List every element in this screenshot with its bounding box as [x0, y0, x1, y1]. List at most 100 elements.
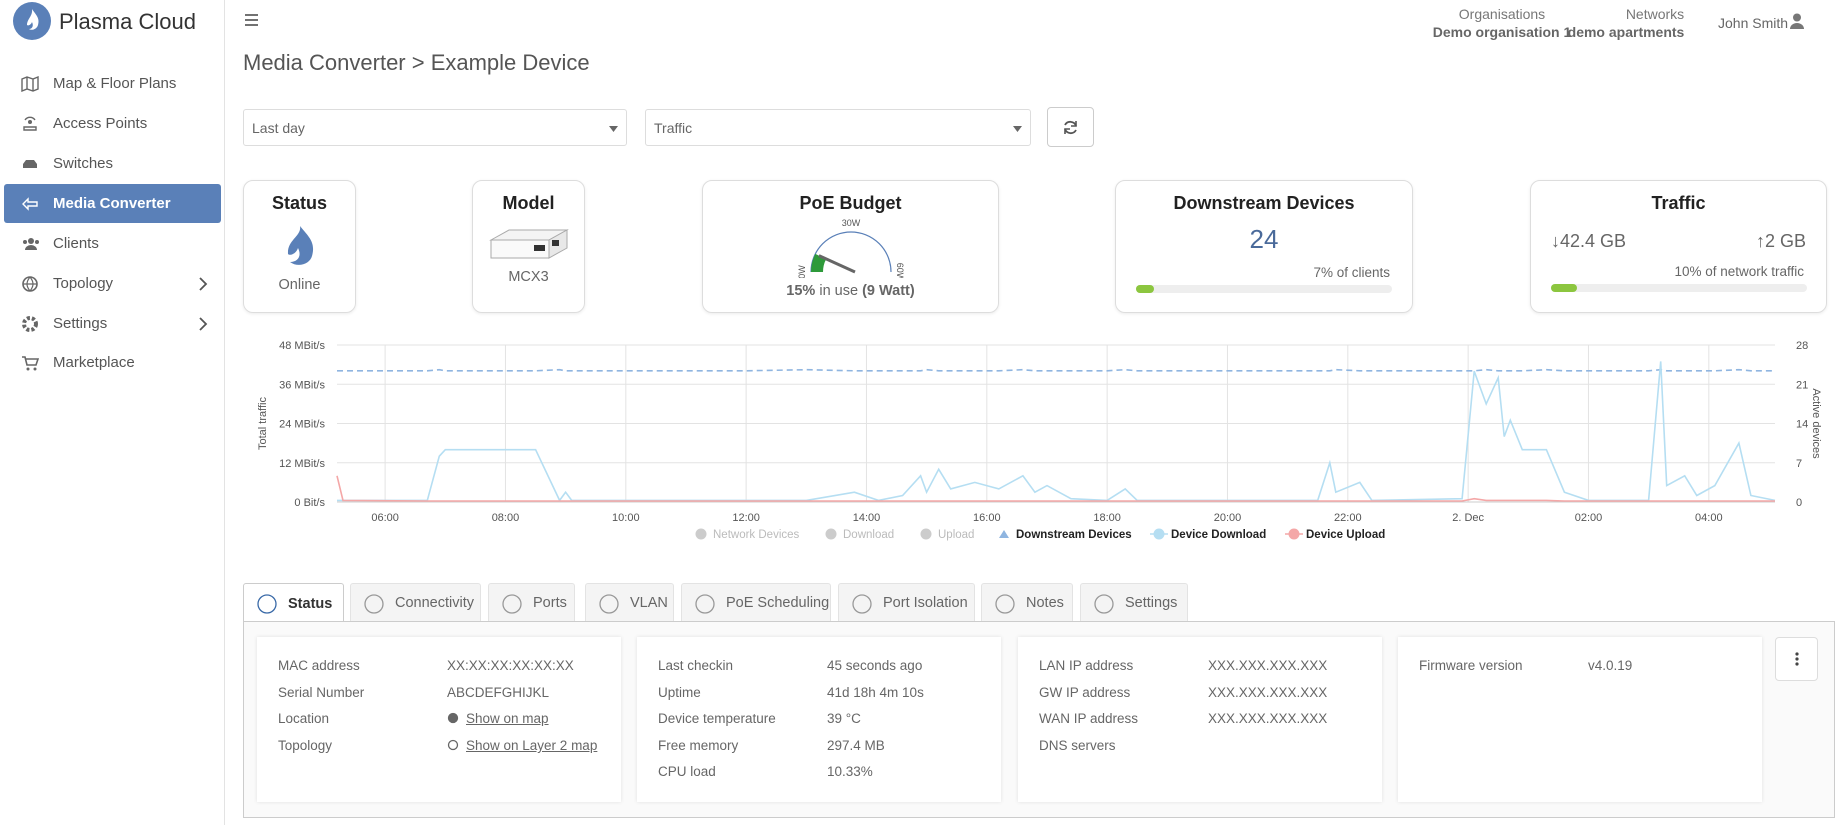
tab[interactable]: VLAN [585, 583, 674, 622]
link-icon [447, 739, 459, 751]
tab-label: Notes [1026, 595, 1064, 611]
nav-label: Marketplace [53, 354, 135, 371]
legend-label: Upload [938, 529, 974, 541]
detail-value: XXX.XXX.XXX.XXX [1208, 658, 1328, 673]
traffic-up-value: 2 GB [1764, 231, 1806, 251]
traffic-down: ↓42.4 GB [1551, 231, 1627, 251]
more-menu[interactable] [1775, 637, 1818, 681]
poe-text: in use [819, 283, 859, 299]
detail-value: XXX.XXX.XXX.XXX [1208, 711, 1328, 726]
detail-label: Device temperature [658, 711, 776, 726]
gauge-label: 0W [797, 265, 807, 278]
detail-card: Last checkin 45 seconds ago Uptime 41d 18h … [637, 637, 1001, 802]
link-icon-shape [447, 712, 459, 724]
tab-icon-shape [599, 594, 619, 614]
nav-label: Clients [53, 235, 99, 252]
traffic-down-value: 42.4 GB [1560, 231, 1627, 251]
detail-value: XX:XX:XX:XX:XX:XX [447, 658, 574, 673]
logo [13, 2, 51, 40]
org-label: Organisations [1458, 6, 1546, 22]
y2-tick-label: 14 [1796, 419, 1808, 431]
traffic-card: Traffic ↓42.4 GB ↑2 GB 10% of network tr… [1530, 180, 1827, 313]
metric-select[interactable]: Traffic [645, 109, 1031, 146]
nav-item[interactable]: Map & Floor Plans [4, 64, 221, 103]
card-title: PoE Budget [799, 193, 902, 213]
detail-link[interactable]: Show on map [466, 711, 549, 726]
detail-label: MAC address [278, 658, 360, 673]
nav-item[interactable]: Switches [4, 144, 221, 183]
x-tick-label: 12:00 [732, 512, 760, 524]
tab-label: VLAN [630, 595, 668, 611]
card-note: 10% of network traffic [1674, 264, 1804, 279]
tab-icon-shape [995, 594, 1015, 614]
tab-icon-shape [695, 594, 715, 614]
nav-item[interactable]: Marketplace [4, 343, 221, 382]
card-title: Downstream Devices [1173, 193, 1355, 213]
net-label: Networks [1625, 6, 1685, 22]
poe-gauge: 0W 30W 60W [797, 218, 905, 282]
period-select[interactable]: Last day [243, 109, 627, 146]
y2-tick-label: 0 [1796, 497, 1802, 509]
nav-label: Switches [53, 155, 114, 172]
detail-link[interactable]: Show on Layer 2 map [466, 738, 598, 753]
card-value: 24 [1249, 224, 1279, 254]
status-card: Status Online [243, 180, 356, 313]
menu-toggle[interactable] [245, 14, 259, 26]
tab-icon [995, 594, 1015, 614]
x-tick-label: 10:00 [612, 512, 640, 524]
traffic-up: ↑2 GB [1755, 231, 1806, 251]
detail-label: LAN IP address [1039, 658, 1134, 673]
tab-label: Connectivity [395, 595, 474, 611]
nav-item[interactable]: Topology [4, 264, 221, 303]
detail-label: Location [278, 711, 330, 726]
detail-label: Serial Number [278, 685, 365, 700]
tab[interactable]: Port Isolation [838, 583, 975, 622]
nav-label: Topology [53, 275, 114, 292]
detail-card: LAN IP address XXX.XXX.XXX.XXX GW IP addre… [1018, 637, 1382, 802]
legend-marker [999, 530, 1009, 538]
tab-label: Ports [533, 595, 567, 611]
poe-card: PoE Budget 0W 30W 60W 15% in use (9 Watt) [702, 180, 999, 313]
nav-item[interactable]: Access Points [4, 104, 221, 143]
nav-item[interactable]: Settings [4, 304, 221, 343]
detail-card: Firmware version v4.0.19 [1398, 637, 1762, 802]
x-tick-label: 2. Dec [1452, 512, 1484, 524]
card-title: Model [502, 193, 555, 213]
tab-icon-shape [1094, 594, 1114, 614]
tab-icon [257, 594, 277, 614]
net[interactable]: demo apartments [1567, 24, 1685, 40]
nav-item[interactable]: Clients [4, 224, 221, 263]
nav-label: Media Converter [53, 195, 171, 212]
tab[interactable]: Notes [981, 583, 1073, 622]
org[interactable]: Demo organisation 1 [1432, 24, 1572, 40]
tab[interactable]: PoE Scheduling [681, 583, 831, 622]
x-tick-label: 08:00 [492, 512, 520, 524]
gauge-label: 60W [895, 263, 905, 278]
card-note: 7% of clients [1313, 265, 1390, 280]
tab[interactable]: Connectivity [350, 583, 481, 622]
nav-item-active[interactable]: Media Converter [4, 184, 221, 223]
user[interactable]: John Smith [1718, 15, 1789, 31]
card-value: Online [278, 277, 321, 293]
select-value: Last day [252, 120, 305, 136]
tab-active[interactable]: Status [243, 583, 344, 623]
refresh-button[interactable] [1047, 107, 1094, 147]
tab-icon-shape [852, 594, 872, 614]
tab[interactable]: Ports [488, 583, 575, 622]
detail-label: Free memory [658, 738, 739, 753]
y2-tick-label: 21 [1796, 379, 1808, 391]
series-line [337, 361, 1776, 502]
y-tick-label: 48 MBit/s [279, 340, 325, 352]
legend-label: Download [843, 529, 894, 541]
detail-label: Topology [278, 738, 333, 753]
y2-axis-title: Active devices [1810, 388, 1822, 459]
y-tick-label: 24 MBit/s [279, 419, 325, 431]
brand: Plasma Cloud [59, 9, 196, 34]
card-title: Status [271, 193, 327, 213]
model-card: Model MCX3 [472, 180, 585, 313]
tab[interactable]: Settings [1080, 583, 1188, 622]
x-tick-label: 22:00 [1334, 512, 1362, 524]
legend-label: Downstream Devices [1016, 529, 1132, 541]
detail-label: GW IP address [1039, 685, 1131, 700]
